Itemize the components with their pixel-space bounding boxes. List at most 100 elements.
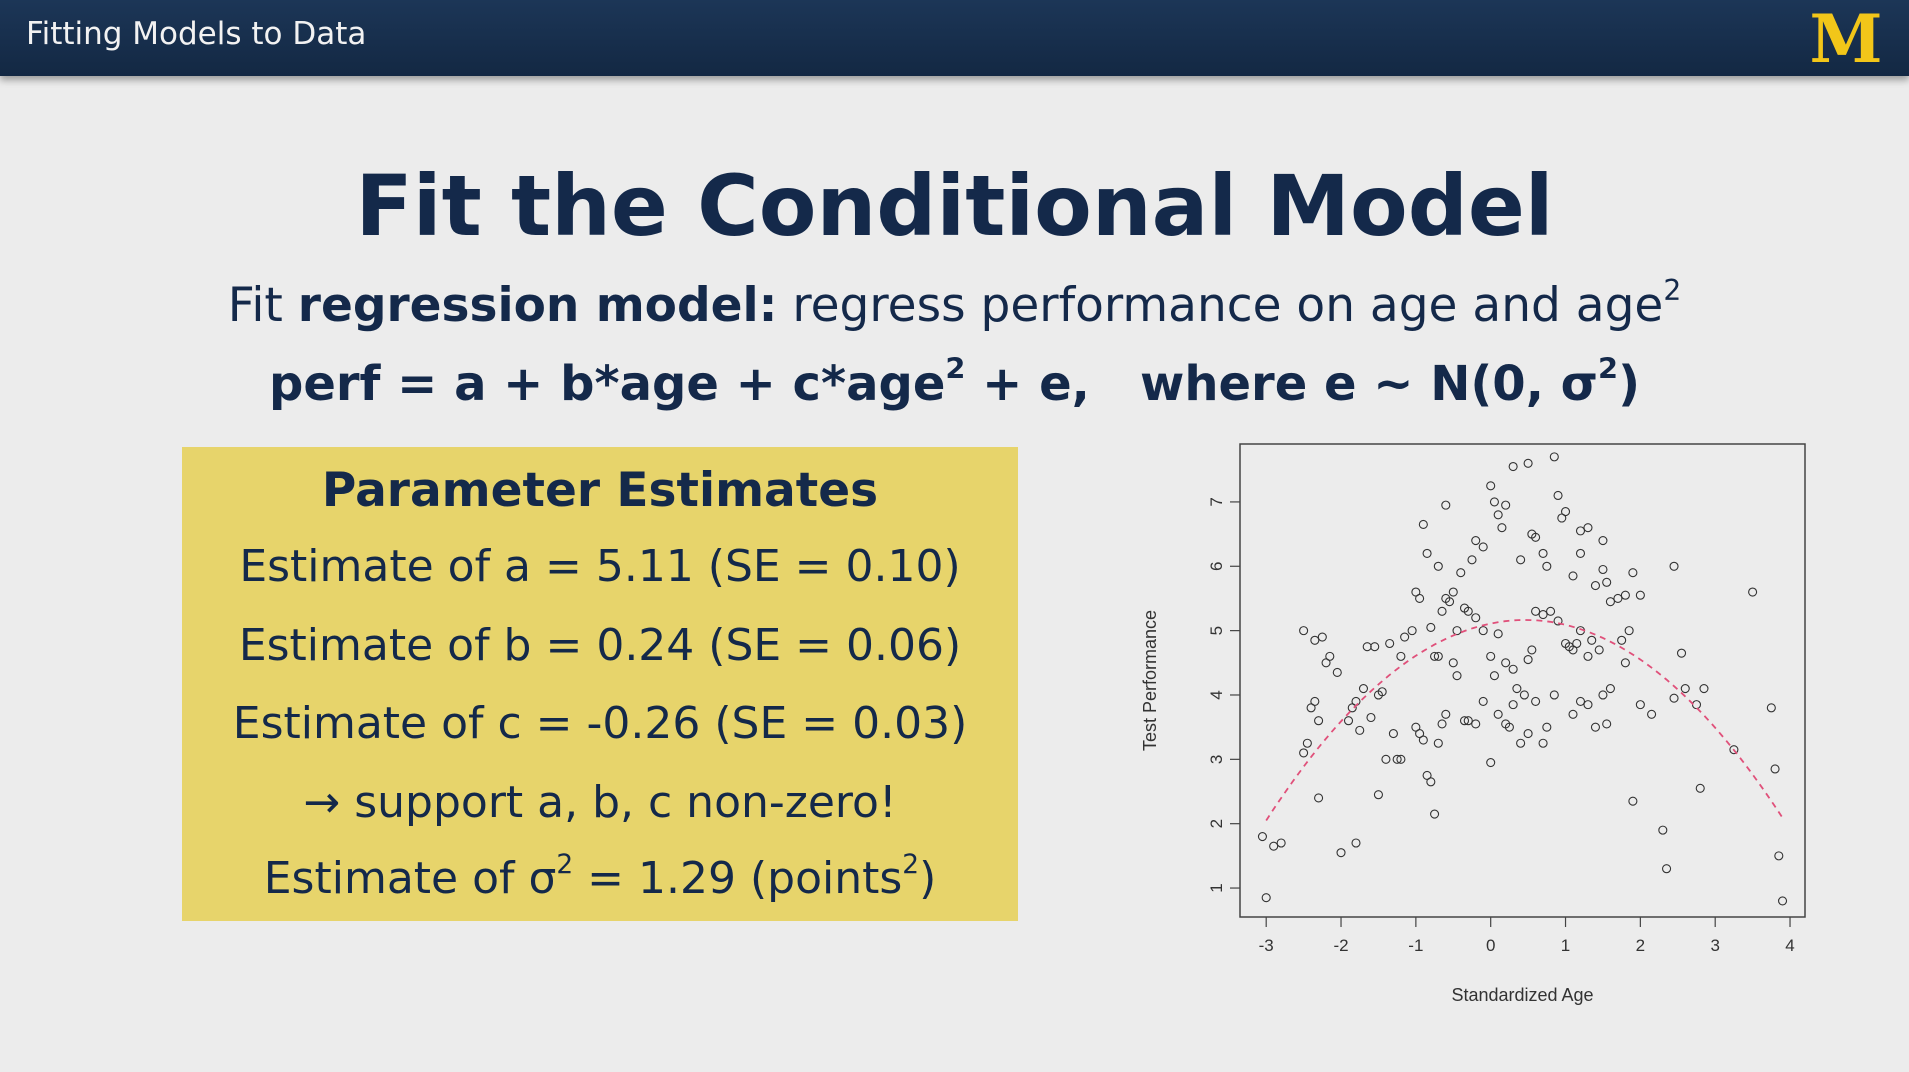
data-point (1512, 683, 1522, 694)
data-point (1437, 719, 1447, 729)
data-point (1691, 700, 1702, 710)
data-point (1257, 832, 1268, 842)
x-tick-label: -1 (1408, 936, 1423, 955)
plot-frame (1239, 443, 1806, 918)
equation-part3: ) (1618, 356, 1641, 412)
data-point (1598, 564, 1608, 575)
estimate-b: Estimate of b = 0.24 (SE = 0.06) (238, 620, 962, 671)
data-point (1433, 738, 1443, 748)
data-point (1624, 626, 1634, 636)
data-point (1613, 593, 1623, 603)
subtitle-rest: regress performance on age and age (777, 278, 1664, 333)
data-point (1343, 716, 1354, 726)
data-point (1628, 568, 1638, 578)
data-point (1572, 638, 1582, 649)
data-point (1400, 632, 1410, 642)
data-point (1501, 658, 1511, 668)
data-point (1669, 561, 1679, 571)
data-point (1553, 490, 1563, 501)
subtitle-prefix: Fit (227, 278, 298, 333)
data-point (1546, 606, 1556, 616)
equation-superscript-2: 2 (1598, 351, 1619, 386)
parameter-estimates-title: Parameter Estimates (321, 463, 879, 518)
data-point (1538, 548, 1548, 558)
data-point (1478, 626, 1488, 636)
y-tick-label: 6 (1207, 562, 1226, 571)
x-tick-label: 4 (1785, 936, 1794, 955)
data-point (1310, 696, 1320, 706)
data-point (1590, 581, 1601, 591)
data-point (1314, 716, 1324, 726)
data-point (1531, 532, 1541, 542)
x-tick-label: 3 (1710, 936, 1719, 955)
y-tick-label: 4 (1207, 690, 1226, 699)
header-title: Fitting Models to Data (26, 16, 367, 52)
data-point (1568, 571, 1578, 581)
data-point (1388, 729, 1398, 739)
data-point (1497, 523, 1507, 533)
estimate-sigma: Estimate of σ2 = 1.29 (points2) (182, 852, 1018, 904)
data-point (1549, 452, 1559, 462)
data-point (1620, 658, 1630, 668)
data-point (1695, 783, 1705, 793)
data-point (1426, 622, 1436, 632)
data-point (1493, 709, 1503, 719)
x-axis-label: Standardized Age (1451, 985, 1593, 1005)
data-point (1302, 738, 1312, 748)
data-point (1351, 838, 1361, 848)
data-point (1583, 700, 1593, 710)
data-point (1662, 864, 1672, 874)
estimate-c: Estimate of c = -0.26 (SE = 0.03) (232, 698, 968, 749)
sigma-end: ) (919, 853, 937, 904)
data-point (1516, 738, 1526, 748)
data-point (1493, 629, 1503, 639)
data-point (1437, 606, 1447, 616)
data-point (1729, 745, 1739, 755)
data-point (1463, 716, 1473, 726)
data-point (1575, 696, 1586, 706)
data-point (1448, 587, 1458, 597)
data-point (1381, 754, 1391, 764)
data-point (1669, 693, 1679, 703)
data-point (1553, 616, 1563, 626)
data-point (1418, 735, 1428, 745)
data-point (1467, 555, 1477, 565)
estimate-a: Estimate of a = 5.11 (SE = 0.10) (239, 541, 961, 592)
parameter-estimates-box: Parameter Estimates Estimate of a = 5.11… (182, 447, 1018, 921)
data-point (1617, 635, 1627, 645)
data-point (1542, 722, 1552, 732)
subtitle-superscript: 2 (1663, 273, 1682, 307)
data-point (1430, 651, 1440, 661)
data-point (1658, 825, 1668, 835)
data-point (1366, 712, 1376, 723)
data-point (1523, 655, 1533, 665)
x-tick-label: -3 (1259, 936, 1274, 955)
data-point (1269, 841, 1279, 851)
data-point (1478, 696, 1488, 706)
data-point (1598, 690, 1608, 700)
data-point (1594, 645, 1604, 655)
sigma-superscript: 2 (556, 849, 574, 881)
data-point (1362, 642, 1372, 652)
data-point (1587, 635, 1597, 645)
data-point (1531, 696, 1541, 706)
data-point (1370, 642, 1380, 652)
data-point (1583, 523, 1593, 533)
y-tick-label: 2 (1207, 819, 1226, 828)
data-point (1463, 606, 1473, 616)
data-point (1774, 851, 1784, 861)
data-point (1351, 696, 1361, 706)
data-point (1471, 535, 1481, 546)
data-point (1471, 613, 1481, 623)
data-point (1448, 658, 1458, 668)
y-tick-label: 1 (1207, 883, 1226, 892)
data-point (1699, 683, 1709, 694)
data-point (1508, 664, 1518, 674)
y-axis-label: Test Performance (1140, 610, 1160, 751)
header-bar: Fitting Models to Data M (0, 0, 1909, 76)
data-point (1415, 593, 1425, 603)
data-point (1766, 703, 1776, 713)
data-point (1501, 500, 1511, 510)
data-point (1452, 626, 1462, 636)
data-point (1590, 722, 1601, 732)
